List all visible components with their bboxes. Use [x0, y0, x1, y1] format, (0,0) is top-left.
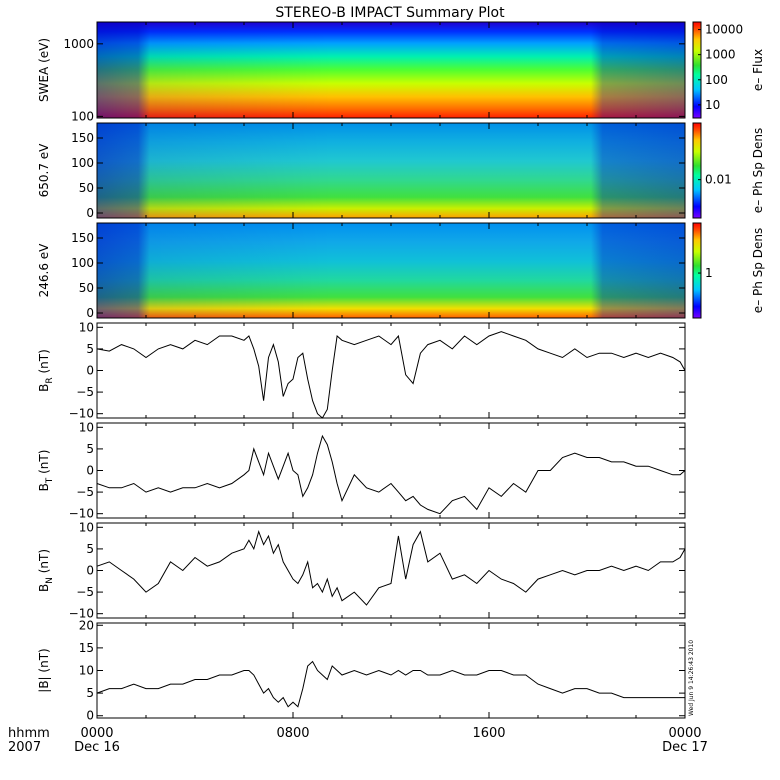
y-tick-label: 0 — [86, 306, 94, 320]
colorbar-tick-label: 10000 — [705, 23, 743, 37]
y-axis-label: 246.6 eV — [37, 243, 51, 298]
plot-frame — [96, 422, 686, 519]
y-tick-label: 0 — [86, 564, 94, 578]
panel-1: 10 100 1000 10000 e– Flux 100 1000 SWEA (eV) — [37, 21, 765, 123]
y-axis-label: BN (nT) — [37, 549, 55, 592]
figure-title: STEREO-B IMPACT Summary Plot — [275, 5, 505, 21]
y-tick-label: 10 — [79, 520, 94, 534]
y-axis-label: |B| (nT) — [37, 648, 51, 692]
y-tick-label: 0 — [86, 206, 94, 220]
y-axis-label-subscript: T — [45, 477, 55, 484]
y-tick-label: 100 — [71, 109, 94, 123]
y-tick-label: 10 — [79, 320, 94, 334]
plot-frame — [96, 322, 686, 419]
x-axis-row1-label: hhmm — [8, 726, 50, 741]
y-tick-label: −10 — [69, 607, 94, 621]
y-tick-label: −5 — [76, 485, 94, 499]
x-tick-label: 0000 — [80, 726, 113, 741]
y-tick-label: 20 — [79, 618, 94, 632]
x-tick-label: 0800 — [276, 726, 309, 741]
y-tick-label: −5 — [76, 385, 94, 399]
y-axis-label: SWEA (eV) — [37, 38, 51, 102]
colorbar-tick-label: 0.01 — [705, 173, 732, 187]
y-tick-label: 0 — [86, 709, 94, 723]
colorbar — [692, 222, 702, 319]
plot-frame — [96, 622, 686, 719]
y-axis-label: BR (nT) — [37, 349, 55, 392]
colorbar-tick-label: 1000 — [705, 48, 736, 62]
y-tick-label: 15 — [79, 641, 94, 655]
panel-3: 1 e– Ph Sp Dens 0 50 100 150 246.6 eV — [37, 222, 765, 320]
y-axis-label: 650.7 eV — [37, 143, 51, 198]
series-line — [96, 434, 686, 515]
y-tick-label: 5 — [86, 342, 94, 356]
spectrogram-shading — [97, 123, 685, 218]
y-tick-label: 10 — [79, 420, 94, 434]
panel-7: 0 5 10 15 20 |B| (nT) — [37, 618, 686, 723]
y-tick-label: 0 — [86, 364, 94, 378]
y-tick-label: 100 — [71, 156, 94, 170]
y-tick-label: 100 — [71, 256, 94, 270]
y-axis-label-subscript: R — [45, 377, 55, 383]
colorbar-tick-label: 100 — [705, 73, 728, 87]
y-axis-label: BT (nT) — [37, 450, 55, 492]
y-tick-label: 5 — [86, 442, 94, 456]
panel-6: −10 −5 0 5 10 BN (nT) — [37, 520, 686, 621]
x-tick-label: 1600 — [472, 726, 505, 741]
x-axis-row2-label: 2007 — [8, 740, 41, 755]
y-axis-label-unit: (nT) — [37, 450, 51, 478]
colorbar-label: e– Ph Sp Dens — [751, 128, 765, 213]
y-tick-label: 5 — [86, 542, 94, 556]
y-axis-label-unit: (nT) — [37, 549, 51, 577]
series-line — [96, 530, 686, 606]
x-tick-sublabel: Dec 16 — [74, 740, 120, 755]
y-tick-label: −10 — [69, 507, 94, 521]
panel-4: −10 −5 0 5 10 BR (nT) — [37, 320, 686, 421]
colorbar-label: e– Ph Sp Dens — [751, 228, 765, 313]
y-tick-label: 150 — [71, 231, 94, 245]
timestamp-label: Wed Jun 9 14:26:43 2010 — [688, 640, 695, 716]
series-line — [96, 331, 686, 419]
spectrogram-shading — [97, 223, 685, 318]
x-tick-sublabel: Dec 17 — [662, 740, 708, 755]
y-tick-label: 0 — [86, 464, 94, 478]
y-tick-label: 150 — [71, 131, 94, 145]
series-line — [96, 660, 685, 708]
colorbar — [692, 122, 702, 219]
y-axis-label-unit: (nT) — [37, 349, 51, 377]
panel-2: 0.01 e– Ph Sp Dens 0 50 100 150 650.7 eV — [37, 122, 765, 220]
colorbar-label: e– Flux — [751, 49, 765, 91]
colorbar-tick-label: 10 — [705, 98, 720, 112]
colorbar-tick-label: 1 — [705, 266, 713, 280]
y-tick-label: 50 — [79, 281, 94, 295]
y-axis-label-unit: (nT) — [37, 648, 51, 676]
y-tick-label: 10 — [79, 664, 94, 678]
x-tick-label: 0000 — [668, 726, 701, 741]
y-tick-label: 5 — [86, 686, 94, 700]
y-tick-label: 50 — [79, 181, 94, 195]
y-tick-label: −10 — [69, 407, 94, 421]
colorbar — [692, 21, 702, 119]
panel-5: −10 −5 0 5 10 BT (nT) — [37, 420, 686, 521]
y-tick-label: 1000 — [63, 37, 94, 51]
y-tick-label: −5 — [76, 585, 94, 599]
y-axis-label-subscript: N — [45, 577, 55, 584]
spectrogram-shading — [97, 22, 685, 118]
